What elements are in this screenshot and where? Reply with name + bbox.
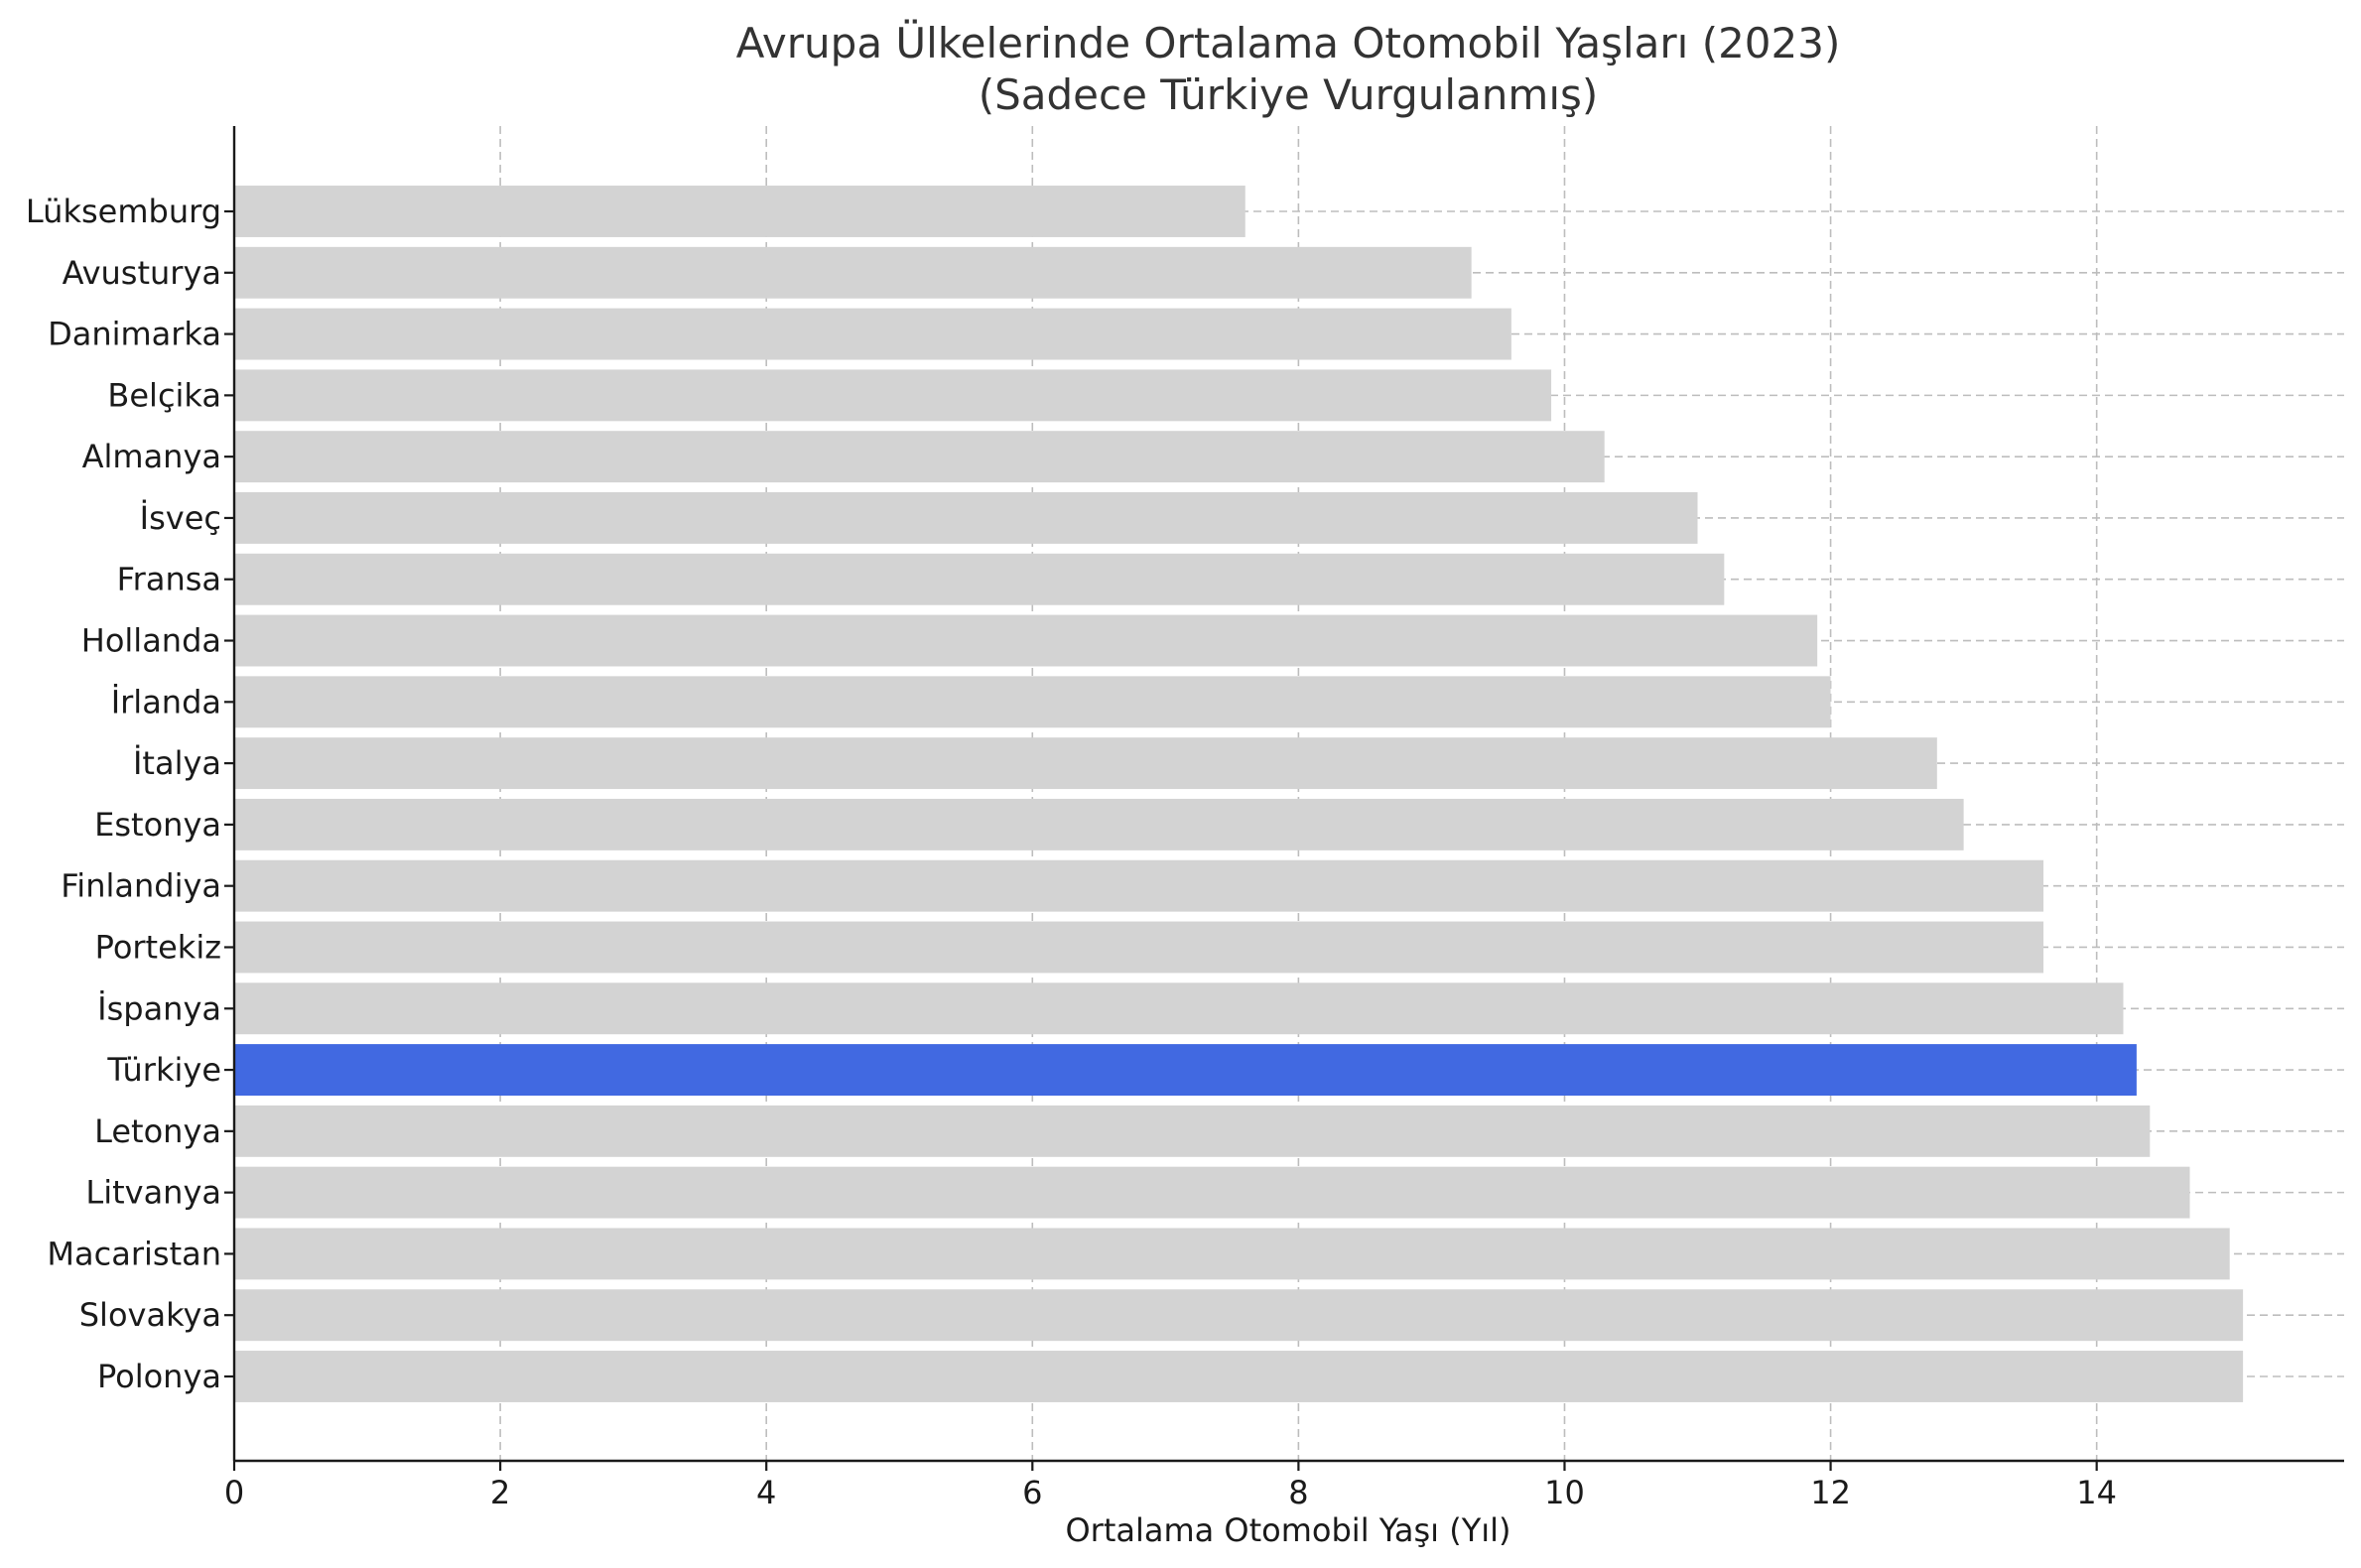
y-tick-label: Hollanda xyxy=(81,622,221,660)
y-tick-label: Lüksemburg xyxy=(26,193,221,230)
y-tick-label: Avusturya xyxy=(63,254,221,292)
x-tick-label: 12 xyxy=(1810,1474,1851,1511)
x-axis-label: Ortalama Otomobil Yaşı (Yıl) xyxy=(1065,1511,1510,1549)
y-tick-label: Litvanya xyxy=(85,1174,221,1212)
bar xyxy=(234,553,1725,605)
y-tick-label: Belçika xyxy=(107,376,221,414)
bar xyxy=(234,308,1511,360)
y-tick-label: Portekiz xyxy=(95,928,221,966)
bar xyxy=(234,431,1605,483)
y-tick-label: Estonya xyxy=(94,806,221,844)
bar xyxy=(234,614,1818,667)
x-tick-label: 4 xyxy=(756,1474,776,1511)
bar-highlighted xyxy=(234,1044,2137,1097)
bar xyxy=(234,1289,2244,1342)
bar xyxy=(234,246,1472,299)
x-tick-label: 6 xyxy=(1022,1474,1042,1511)
y-tick-label: Türkiye xyxy=(106,1051,221,1089)
bar xyxy=(234,737,1937,790)
bar xyxy=(234,1351,2244,1402)
y-tick-label: Macaristan xyxy=(47,1235,221,1272)
y-tick-label: Danimarka xyxy=(48,316,221,353)
y-tick-label: Finlandiya xyxy=(61,867,221,905)
y-tick-label: İtalya xyxy=(133,744,221,782)
bar xyxy=(234,982,2124,1035)
y-tick-label: Fransa xyxy=(117,561,221,598)
y-tick-label: Letonya xyxy=(94,1112,221,1150)
bar xyxy=(234,859,2044,912)
y-tick-label: İspanya xyxy=(97,989,221,1027)
axes xyxy=(232,126,2344,1463)
x-tick-label: 2 xyxy=(490,1474,510,1511)
bar xyxy=(234,1105,2151,1157)
y-tick-label: Polonya xyxy=(97,1358,221,1395)
x-tick-label: 10 xyxy=(1544,1474,1585,1511)
chart-title: Avrupa Ülkelerinde Ortalama Otomobil Yaş… xyxy=(736,18,1841,67)
y-tick-label: Slovakya xyxy=(79,1296,221,1334)
x-tick-label: 8 xyxy=(1288,1474,1308,1511)
bar xyxy=(234,369,1552,422)
y-tick-labels: Lüksemburg Avusturya Danimarka Belçika Alman… xyxy=(26,193,234,1395)
bar xyxy=(234,798,1964,850)
x-tick-label: 14 xyxy=(2076,1474,2117,1511)
x-tick-labels: 0 2 4 6 8 10 12 14 xyxy=(224,1461,2117,1511)
y-tick-label: İrlanda xyxy=(111,683,221,720)
bar xyxy=(234,491,1698,544)
bar xyxy=(234,1228,2230,1280)
chart-subtitle: (Sadece Türkiye Vurgulanmış) xyxy=(979,70,1599,119)
bars xyxy=(234,186,2244,1402)
x-tick-label: 0 xyxy=(224,1474,244,1511)
y-tick-label: Almanya xyxy=(82,438,221,475)
bar xyxy=(234,1166,2190,1219)
bar xyxy=(234,921,2044,974)
bar xyxy=(234,676,1831,728)
y-tick-label: İsveç xyxy=(140,499,221,537)
bar xyxy=(234,186,1246,237)
